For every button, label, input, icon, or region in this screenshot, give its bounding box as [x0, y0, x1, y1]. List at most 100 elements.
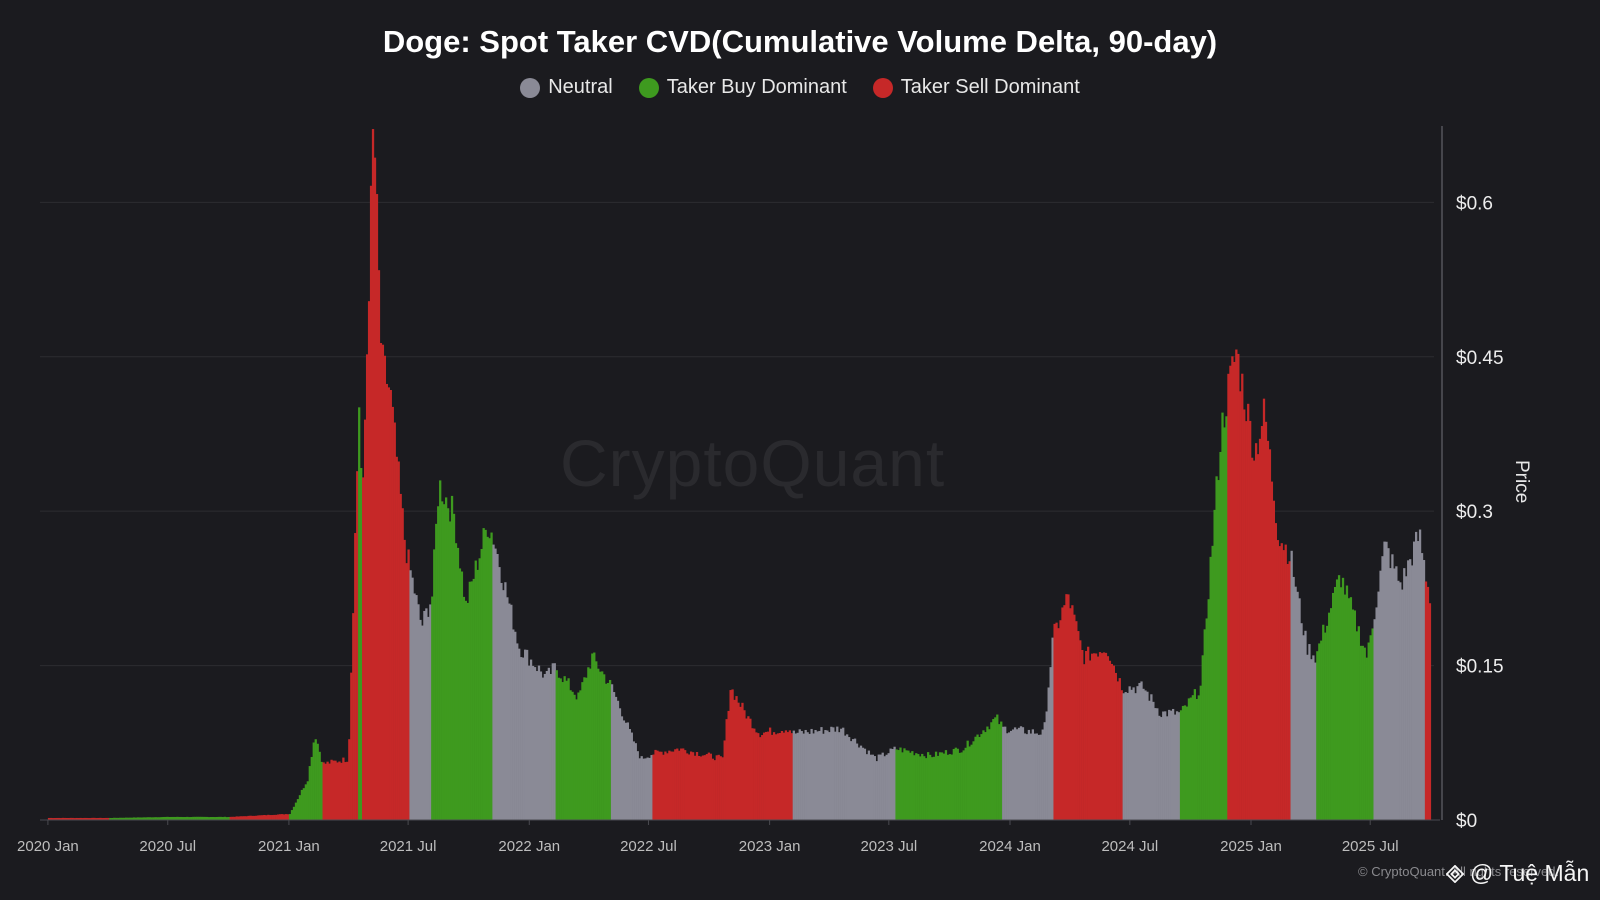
bar	[263, 815, 266, 820]
bar	[668, 750, 671, 820]
bar	[691, 752, 695, 820]
legend-item-neutral[interactable]: Neutral	[520, 76, 613, 99]
bar	[932, 756, 936, 820]
bar	[895, 749, 898, 820]
bar	[800, 731, 803, 820]
bar	[63, 817, 66, 820]
bar	[865, 754, 869, 820]
bar	[496, 554, 499, 820]
author-credit: @ Tuệ Mẫn	[1446, 860, 1589, 887]
bar	[172, 816, 175, 820]
bar	[1284, 544, 1287, 820]
bar	[444, 497, 448, 820]
bar	[934, 751, 938, 820]
bar	[460, 571, 464, 820]
bar	[1373, 619, 1376, 820]
bar	[182, 817, 185, 820]
bar	[1004, 726, 1007, 820]
bar	[1112, 665, 1115, 820]
bar	[1292, 576, 1295, 820]
bar	[395, 456, 398, 820]
bar	[425, 608, 428, 820]
bar	[279, 814, 282, 820]
bar	[433, 549, 436, 820]
bar	[1389, 568, 1392, 820]
bar	[401, 508, 404, 820]
bar	[1324, 632, 1327, 820]
bar	[298, 795, 302, 820]
bar	[1053, 623, 1056, 820]
bar	[1013, 727, 1017, 820]
bar	[330, 759, 333, 820]
bar	[1320, 640, 1323, 820]
bar	[255, 815, 258, 820]
bar	[1298, 598, 1301, 820]
bar	[385, 383, 388, 820]
legend-buy-swatch	[638, 77, 659, 98]
bar	[340, 762, 343, 820]
bar	[154, 817, 157, 820]
legend-item-buy[interactable]: Taker Buy Dominant	[638, 76, 847, 99]
bar	[312, 742, 315, 820]
bar	[1414, 531, 1418, 820]
bar	[156, 817, 159, 820]
bar	[936, 755, 940, 820]
bar	[875, 761, 878, 820]
bar	[1395, 566, 1398, 820]
bar	[516, 643, 519, 820]
bar	[869, 754, 873, 820]
bar	[1177, 712, 1181, 820]
bar	[848, 737, 851, 820]
bar	[468, 581, 471, 820]
bar	[790, 733, 793, 820]
bar	[1337, 575, 1341, 820]
bar	[622, 720, 626, 820]
bar	[148, 817, 151, 820]
bar	[1306, 654, 1309, 820]
bar	[389, 389, 392, 820]
legend-item-sell[interactable]: Taker Sell Dominant	[872, 76, 1080, 99]
bar	[1290, 550, 1293, 820]
bar	[117, 817, 120, 820]
bar	[201, 816, 205, 820]
bar	[405, 563, 408, 820]
x-tick-label: 2025 Jul	[1342, 838, 1399, 855]
bar	[249, 815, 252, 820]
bar	[138, 817, 142, 820]
bar	[381, 344, 385, 820]
bar	[113, 817, 116, 820]
bar	[174, 816, 177, 820]
bar	[1187, 698, 1191, 820]
bar	[190, 817, 193, 820]
bar	[695, 752, 699, 820]
bar	[251, 815, 254, 820]
bar	[1160, 717, 1163, 820]
bar	[1310, 659, 1313, 820]
bar	[1009, 730, 1013, 820]
bar	[200, 816, 203, 820]
bar	[903, 748, 906, 820]
bar	[1073, 614, 1076, 820]
bar	[664, 751, 667, 820]
bar	[269, 815, 272, 820]
bar	[107, 817, 110, 820]
bar	[1424, 581, 1428, 820]
bar	[1401, 589, 1404, 820]
bar	[1085, 651, 1088, 820]
bar	[893, 746, 896, 820]
bar	[1207, 599, 1210, 820]
bar	[1193, 689, 1196, 820]
bar	[53, 818, 57, 820]
bar	[150, 817, 153, 820]
bar	[196, 816, 199, 820]
bar	[642, 758, 645, 820]
bar	[988, 729, 991, 820]
bar	[213, 817, 217, 820]
bar	[1365, 657, 1368, 820]
bar	[944, 750, 948, 820]
bar	[788, 730, 792, 820]
bar	[1393, 568, 1396, 820]
bar	[1081, 650, 1084, 820]
bar	[472, 578, 475, 820]
